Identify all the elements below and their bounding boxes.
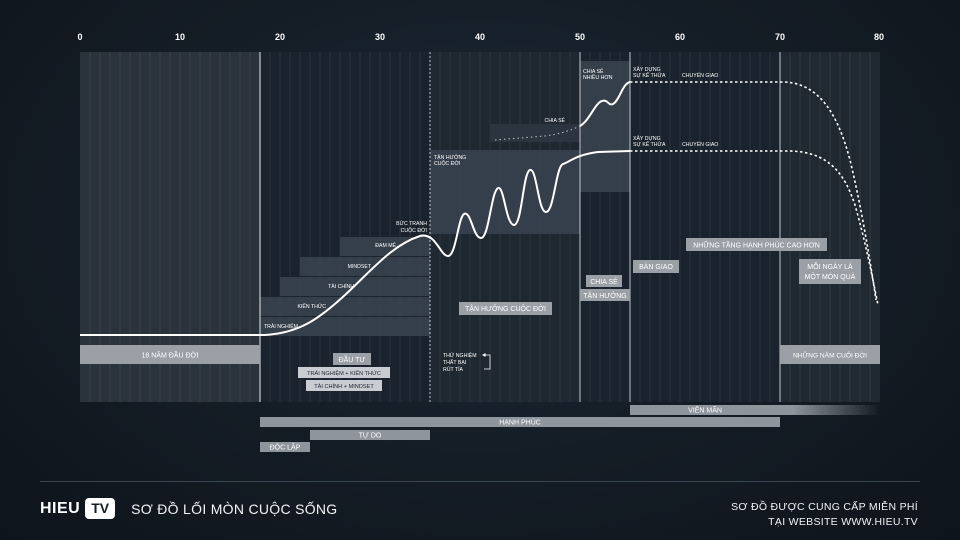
label-thu-nghiem-3: RÚT TỈA xyxy=(443,366,464,373)
life-curve xyxy=(80,150,631,336)
label-nam-cuoi: NHỮNG NĂM CUỐI ĐỜI xyxy=(793,350,867,360)
tick-70: 70 xyxy=(775,32,785,42)
credit-line-1: SƠ ĐỒ ĐƯỢC CUNG CẤP MIỄN PHÍ xyxy=(731,501,918,513)
tick-80: 80 xyxy=(874,32,884,42)
band-kien-thuc xyxy=(260,297,430,316)
diagram-title: SƠ ĐỒ LỐI MÒN CUỘC SỐNG xyxy=(131,500,338,517)
label-trai-nghiem-kien-thuc: TRẢI NGHIỆM + KIẾN THỨC xyxy=(307,369,381,377)
label-xay-dung-2: SỰ KẾ THỪA xyxy=(633,72,666,79)
label-chuyen-giao-1: CHUYỂN GIAO xyxy=(682,72,718,79)
tick-0: 0 xyxy=(77,32,82,42)
box-nam-cuoi xyxy=(780,345,880,364)
tick-50: 50 xyxy=(575,32,585,42)
label-18-nam: 18 NĂM ĐẦU ĐỜI xyxy=(142,350,199,360)
label-buc-tranh-2: CUỘC ĐỜI xyxy=(401,227,427,234)
label-xay-dung-1: XÂY DỰNG xyxy=(633,66,661,73)
band-trai-nghiem xyxy=(260,317,430,336)
bar-hanh-phuc xyxy=(260,417,780,427)
tick-60: 60 xyxy=(675,32,685,42)
label-dau-tu: ĐẦU TƯ xyxy=(339,354,366,364)
thu-nghiem-group: THỬ NGHIỆM THẤT BẠI RÚT TỈA xyxy=(443,351,477,373)
arrowhead-icon xyxy=(482,353,486,357)
bar-tu-do xyxy=(310,430,430,440)
label-tan-huong-1: TẬN HƯỞNG xyxy=(434,154,466,161)
band-mindset xyxy=(300,257,430,276)
band-chia-se-lower xyxy=(490,124,580,142)
label-doc-lap: ĐỘC LẬP xyxy=(270,443,301,452)
label-kien-thuc: KIẾN THỨC xyxy=(297,303,326,310)
box-tan-huong xyxy=(459,302,552,315)
bands xyxy=(260,61,630,336)
label-dam-me: ĐAM MÊ xyxy=(375,241,396,249)
label-tai-chinh-mindset: TÀI CHÍNH + MINDSET xyxy=(314,383,374,390)
tick-20: 20 xyxy=(275,32,285,42)
credit: SƠ ĐỒ ĐƯỢC CUNG CẤP MIỄN PHÍ TẠI WEBSITE… xyxy=(731,500,918,530)
bar-vien-man xyxy=(630,405,880,415)
label-trai-nghiem: TRẢI NGHIỆM xyxy=(264,322,298,330)
label-moi-ngay-1: MỖI NGÀY LÀ xyxy=(807,262,853,271)
label-tang-hanh-phuc: NHỮNG TẦNG HẠNH PHÚC CAO HƠN xyxy=(693,240,820,250)
brand: HIEU TV SƠ ĐỒ LỐI MÒN CUỘC SỐNG xyxy=(40,498,338,519)
label-thu-nghiem-2: THẤT BẠI xyxy=(443,359,466,366)
label-tan-huong-box2: TẬN HƯỞNG xyxy=(583,291,626,300)
credit-line-2: TẠI WEBSITE WWW.HIEU.TV xyxy=(768,516,918,528)
x-axis: 0 10 20 30 40 50 60 70 80 xyxy=(77,32,884,42)
label-chuyen-giao-2: CHUYỂN GIAO xyxy=(682,141,718,148)
box-trai-nghiem-kien-thuc xyxy=(298,367,390,378)
label-chia-se-box: CHIA SẺ xyxy=(590,277,618,286)
childhood-zone xyxy=(80,52,260,402)
label-thu-nghiem-1: THỬ NGHIỆM xyxy=(443,351,477,359)
label-xay-dung-1b: XÂY DỰNG xyxy=(633,135,661,142)
label-tai-chinh: TÀI CHÍNH xyxy=(328,283,354,290)
box-tang-hanh-phuc xyxy=(686,238,827,251)
label-mindset: MINDSET xyxy=(348,264,372,270)
upper-curve-future xyxy=(630,81,877,301)
label-ban-giao: BÀN GIAO xyxy=(639,262,673,271)
upper-curve xyxy=(579,81,631,127)
top-labels: TẬN HƯỞNG CUỘC ĐỜI CHIA SẺ NHIỀU HƠN XÂY… xyxy=(434,66,718,167)
brand-word: HIEU xyxy=(40,499,81,517)
label-xay-dung-2b: SỰ KẾ THỪA xyxy=(633,141,666,148)
tick-40: 40 xyxy=(475,32,485,42)
bar-doc-lap xyxy=(260,442,310,452)
label-tan-huong-2: CUỘC ĐỜI xyxy=(434,160,460,167)
year-gridlines xyxy=(89,52,871,402)
label-moi-ngay-2: MỘT MÓN QUÀ xyxy=(805,272,856,281)
label-chia-se-nhieu-1: CHIA SẺ xyxy=(583,68,604,75)
box-chia-se xyxy=(586,275,622,287)
box-moi-ngay xyxy=(799,259,861,284)
label-tu-do: TỰ DO xyxy=(359,433,382,440)
label-hanh-phuc: HẠNH PHÚC xyxy=(499,418,541,427)
tick-30: 30 xyxy=(375,32,385,42)
thu-nghiem-arrow-icon xyxy=(484,354,491,370)
label-chia-se-small: CHIA SẺ xyxy=(545,117,566,124)
box-18-nam xyxy=(80,345,260,364)
band-chia-se xyxy=(580,61,630,192)
footer-divider xyxy=(40,481,920,482)
box-tan-huong-2 xyxy=(580,289,630,301)
brand-logo-box: TV xyxy=(85,498,116,519)
tick-10: 10 xyxy=(175,32,185,42)
box-ban-giao xyxy=(633,260,679,273)
box-tai-chinh-mindset xyxy=(306,380,382,391)
life-curve-future xyxy=(630,150,879,306)
upper-curve-lead xyxy=(494,125,581,141)
box-dau-tu xyxy=(333,353,371,365)
label-vien-man: VIÊN MÃN xyxy=(688,406,722,415)
band-labels: TRẢI NGHIỆM KIẾN THỨC TÀI CHÍNH MINDSET … xyxy=(264,117,566,330)
label-tan-huong-box: TẬN HƯỞNG CUỘC ĐỜI xyxy=(465,304,546,313)
label-buc-tranh-1: BỨC TRANH xyxy=(396,220,427,227)
label-chia-se-nhieu-2: NHIỀU HƠN xyxy=(583,74,613,81)
